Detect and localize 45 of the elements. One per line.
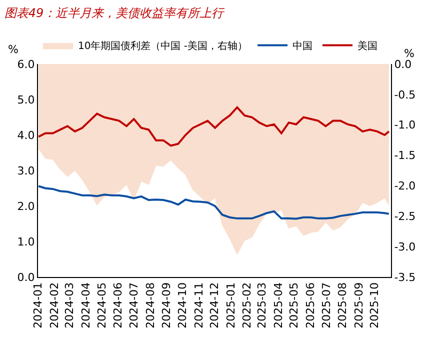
x-tick-label: 2024-06 bbox=[112, 282, 125, 328]
y-tick-label: 4.0 bbox=[17, 128, 35, 142]
x-tick-label: 2025-08 bbox=[336, 282, 350, 328]
x-tick-label: 2025-02 bbox=[240, 282, 254, 328]
x-tick-label: 2025-03 bbox=[255, 282, 268, 328]
x-tick-label: 2025-06 bbox=[304, 282, 317, 328]
y2-tick-label: -1.0 bbox=[394, 118, 416, 132]
x-tick-label: 2024-11 bbox=[192, 282, 206, 328]
x-tick-label: 2024-05 bbox=[95, 282, 108, 328]
x-tick-label: 2024-01 bbox=[32, 282, 45, 328]
x-tick-label: 2025-04 bbox=[272, 282, 285, 328]
legend-label: 10年期国债利差（中国 -美国，右轴） bbox=[78, 40, 248, 52]
x-tick-label: 2025-09 bbox=[352, 282, 366, 328]
x-tick-label: 2024-08 bbox=[144, 282, 157, 328]
y2-tick-label: 0.0 bbox=[394, 58, 412, 71]
x-tick-label: 2024-12 bbox=[208, 282, 222, 328]
y2-tick-label: -3.5 bbox=[394, 270, 416, 284]
y-tick-label: 6.0 bbox=[17, 58, 35, 71]
y2-tick-label: -2.0 bbox=[394, 180, 416, 193]
y2-tick-label: -1.5 bbox=[394, 149, 416, 162]
y2-axis-title: % bbox=[404, 47, 414, 60]
y-axis-title: % bbox=[8, 43, 18, 56]
y-tick-label: 1.0 bbox=[17, 235, 35, 248]
y2-tick-label: -2.5 bbox=[394, 210, 416, 223]
x-tick-label: 2024-03 bbox=[63, 282, 76, 328]
x-tick-label: 2025-05 bbox=[288, 282, 301, 328]
x-tick-label: 2025-10 bbox=[368, 282, 382, 328]
y-tick-label: 0.0 bbox=[17, 270, 35, 284]
y-tick-label: 3.0 bbox=[17, 164, 35, 178]
x-tick-label: 2024-10 bbox=[176, 282, 189, 328]
x-tick-label: 2024-02 bbox=[48, 282, 61, 328]
y-tick-label: 5.0 bbox=[17, 93, 35, 106]
line-series bbox=[38, 106, 390, 147]
y-tick-label: 2.0 bbox=[17, 200, 35, 213]
chart-title: 图表49：近半月来，美债收益率有所上行 bbox=[4, 6, 226, 20]
x-tick-label: 2025-01 bbox=[224, 282, 238, 328]
x-tick-label: 2024-07 bbox=[127, 282, 140, 328]
y2-tick-label: -0.5 bbox=[394, 88, 416, 102]
legend-label: 美国 bbox=[358, 40, 378, 52]
x-tick-label: 2025-07 bbox=[320, 282, 333, 328]
line-series bbox=[38, 185, 390, 220]
legend-label: 中国 bbox=[292, 40, 313, 52]
y2-tick-label: -3.0 bbox=[394, 240, 416, 254]
x-tick-label: 2024-04 bbox=[80, 282, 93, 328]
x-tick-label: 2024-09 bbox=[160, 282, 174, 328]
